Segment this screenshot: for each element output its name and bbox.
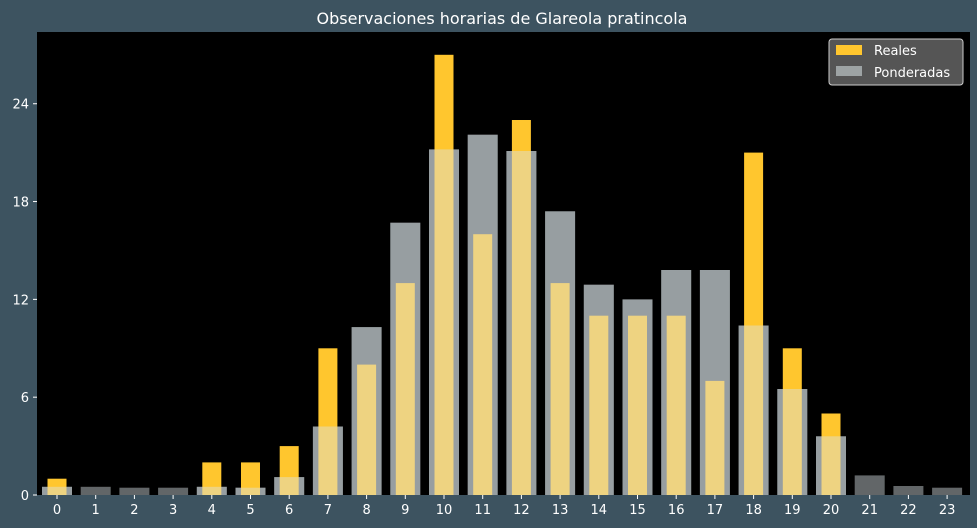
reales-bar-0	[47, 478, 67, 495]
reales-bar-19	[782, 348, 802, 495]
x-tick-label-7: 7	[324, 503, 332, 518]
reales-bar-6	[279, 446, 299, 495]
reales-bar-18	[744, 152, 764, 495]
ponderadas-overlay-18	[738, 325, 769, 495]
reales-bar-10	[434, 54, 454, 496]
x-axis: 0 1 2 3 4 5 6 7 8 9 10 11 12 13 14 15 16 17 18 19 20 21 22 23	[53, 495, 956, 518]
reales-bar-12	[511, 120, 531, 495]
reales-bar-7	[318, 348, 338, 495]
reales-bar-14	[589, 315, 609, 495]
ponderadas-overlay-5	[235, 487, 266, 495]
x-tick-label-14: 14	[591, 503, 608, 518]
reales-bar-8	[357, 364, 377, 495]
x-tick-label-8: 8	[362, 503, 370, 518]
ponderadas-overlay-13	[545, 211, 576, 496]
x-tick-label-0: 0	[53, 503, 61, 518]
ponderadas-overlay-16	[661, 270, 692, 495]
ponderadas-overlay-14	[583, 284, 614, 495]
ponderadas-overlay-12	[506, 151, 537, 495]
x-tick-label-17: 17	[707, 503, 724, 518]
reales-bar-13	[550, 283, 570, 495]
ponderadas-overlay-20	[816, 436, 846, 495]
ponderadas-overlay-15	[622, 299, 653, 495]
x-tick-label-16: 16	[668, 503, 685, 518]
reales-bar-9	[395, 283, 415, 495]
x-tick-label-2: 2	[130, 503, 138, 518]
ponderadas-overlay-6	[274, 477, 305, 495]
y-tick-label-24: 24	[12, 98, 29, 113]
ponderadas-overlay-11	[467, 134, 498, 495]
y-axis: 0 6 12 18 24	[12, 98, 37, 504]
reales-bar-20	[821, 413, 841, 495]
ponderadas-bar-22	[893, 486, 924, 495]
reales-bar-15	[628, 315, 647, 495]
ponderadas-bar-2	[119, 487, 150, 495]
x-tick-label-20: 20	[823, 503, 840, 518]
x-tick-label-19: 19	[784, 503, 801, 518]
x-tick-label-6: 6	[285, 503, 293, 518]
legend: Reales Ponderadas	[828, 38, 964, 86]
ponderadas-overlay-19	[777, 389, 808, 495]
legend-label-ponderadas: Ponderadas	[874, 66, 950, 81]
x-tick-label-11: 11	[474, 503, 491, 518]
x-tick-label-5: 5	[246, 503, 254, 518]
ponderadas-overlay-7	[312, 426, 343, 495]
ponderadas-bar-1	[80, 486, 111, 495]
reales-bar-5	[241, 462, 260, 495]
chart-title: Observaciones horarias de Glareola prati…	[317, 9, 688, 28]
legend-swatch-ponderadas	[836, 66, 862, 76]
x-tick-label-1: 1	[92, 503, 100, 518]
ponderadas-overlay-0	[42, 486, 72, 495]
reales-bar-4	[202, 462, 222, 495]
reales-bar-11	[473, 234, 493, 495]
ponderadas-bar-3	[158, 487, 189, 495]
x-tick-label-4: 4	[208, 503, 216, 518]
ponderadas-overlay-9	[390, 222, 421, 495]
x-tick-label-23: 23	[939, 503, 956, 518]
legend-swatch-reales	[836, 45, 862, 55]
x-tick-label-9: 9	[401, 503, 409, 518]
reales-bar-17	[705, 380, 725, 495]
x-tick-label-13: 13	[552, 503, 569, 518]
x-tick-label-18: 18	[745, 503, 762, 518]
ponderadas-bar-21	[854, 475, 885, 495]
ponderadas-overlay-10	[429, 149, 459, 495]
x-tick-label-10: 10	[436, 503, 453, 518]
y-tick-label-0: 0	[21, 489, 29, 504]
x-tick-label-21: 21	[861, 503, 878, 518]
x-tick-label-22: 22	[900, 503, 917, 518]
reales-bar-16	[666, 315, 686, 495]
ponderadas-bar-23	[932, 487, 963, 495]
ponderadas-overlay-4	[196, 486, 227, 495]
y-tick-label-12: 12	[12, 293, 29, 308]
ponderadas-overlay-8	[351, 327, 382, 495]
ponderadas-overlay-17	[699, 270, 730, 495]
legend-label-reales: Reales	[874, 44, 917, 59]
x-tick-label-15: 15	[629, 503, 646, 518]
reales-bars	[42, 54, 846, 496]
legend-box	[828, 38, 964, 86]
x-tick-label-12: 12	[513, 503, 530, 518]
y-tick-label-6: 6	[21, 391, 29, 406]
y-tick-label-18: 18	[12, 196, 29, 211]
plot-area	[37, 32, 970, 495]
x-tick-label-3: 3	[169, 503, 177, 518]
